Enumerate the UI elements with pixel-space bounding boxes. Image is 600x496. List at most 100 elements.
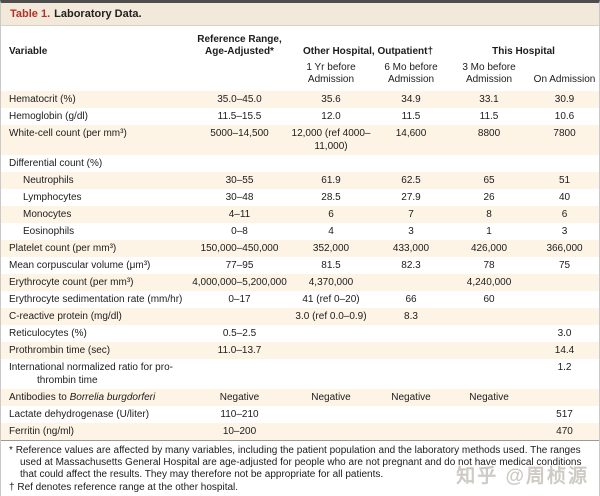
cell-value (374, 155, 448, 172)
cell-value (448, 406, 530, 423)
row-label-cell: Antibodies to Borrelia burgdorferi (1, 389, 191, 406)
cell-value: 3 (408, 226, 414, 237)
row-label-cell: Reticulocytes (%) (1, 325, 191, 342)
cell-value (191, 155, 288, 172)
table-row: C-reactive protein (mg/dl) 3.0 (ref 0.0–0… (1, 308, 599, 325)
cell-value: 77–95 (225, 260, 254, 271)
cell-value: 0–17 (228, 294, 251, 305)
cell-value (288, 406, 374, 423)
row-label-species-italic: Borrelia burgdorferi (69, 392, 156, 403)
row-label-cell: Mean corpuscular volume (μm³) (1, 257, 191, 274)
table-row: Antibodies to Borrelia burgdorferi Negati… (1, 389, 599, 406)
cell-value (191, 308, 288, 325)
cell-value: 3.0 (557, 328, 572, 339)
cell-value (374, 359, 448, 389)
cell-value (530, 155, 599, 172)
cell-value: 8800 (477, 128, 501, 139)
col-group-this-hospital: This Hospital (492, 46, 555, 57)
cell-value: 14.4 (554, 345, 575, 356)
table-row: Erythrocyte count (per mm³) 4,000,000–5,2… (1, 274, 599, 291)
cell-value: 7 (408, 209, 414, 220)
row-label-cell: Lymphocytes (1, 189, 191, 206)
cell-value: 28.5 (321, 192, 341, 203)
cell-value: 3.0 (ref 0.0–0.9) (295, 311, 367, 322)
row-label-cell: Lactate dehydrogenase (U/liter) (1, 406, 191, 423)
col-header-spacer (191, 60, 288, 91)
col-header-spacer (1, 60, 191, 91)
col-header-1yr-before: 1 Yr before Admission (306, 62, 356, 85)
table-row: Lactate dehydrogenase (U/liter) 110–210 51… (1, 406, 599, 423)
cell-value: 11.5 (401, 111, 421, 122)
row-label-cell: White-cell count (per mm³) (1, 125, 191, 155)
row-label: Ferritin (ng/ml) (9, 426, 75, 437)
table-number-label: Table 1. (10, 8, 51, 20)
cell-value: 11.5–15.5 (217, 111, 262, 122)
cell-value: Negative (469, 392, 509, 403)
table-row: Reticulocytes (%) 0.5–2.5 3.0 (1, 325, 599, 342)
col-header-on-admission: On Admission (533, 74, 596, 85)
cell-value: 4,240,000 (466, 277, 512, 288)
col-group-other-hospital: Other Hospital, Outpatient† (303, 46, 434, 57)
row-label: Lymphocytes (23, 192, 82, 203)
cell-value (374, 423, 448, 440)
table-row: Differential count (%) (1, 155, 599, 172)
cell-value: 40 (558, 192, 571, 203)
cell-value: 33.1 (479, 94, 499, 105)
row-label-cell: Platelet count (per mm³) (1, 240, 191, 257)
row-label-cell: Hematocrit (%) (1, 91, 191, 108)
cell-value: 4–11 (228, 209, 251, 220)
row-label: Hematocrit (%) (9, 94, 76, 105)
cell-value: 8 (486, 209, 492, 220)
lab-data-table: Variable Reference Range, Age-Adjusted* … (1, 26, 599, 440)
footnote-text: Reference values are affected by many va… (15, 445, 582, 480)
cell-value: 4,000,000–5,200,000 (192, 277, 287, 288)
cell-value (448, 342, 530, 359)
cell-value (191, 359, 288, 389)
table-body: Hematocrit (%) 35.0–45.0 35.6 34.9 33.1 30.9 H… (1, 91, 599, 440)
cell-value: 8.3 (404, 311, 418, 322)
cell-value (448, 155, 530, 172)
row-label-cell: Neutrophils (1, 172, 191, 189)
cell-value: 7800 (553, 128, 576, 139)
cell-value (448, 308, 530, 325)
cell-value (288, 325, 374, 342)
row-label: Reticulocytes (%) (9, 328, 87, 339)
table-row: Hemoglobin (g/dl) 11.5–15.5 12.0 11.5 11.5 10… (1, 108, 599, 125)
cell-value: 3 (561, 226, 568, 237)
col-header-3mo-before: 3 Mo before Admission (462, 62, 516, 85)
cell-value: 78 (483, 260, 495, 271)
cell-value: 81.5 (321, 260, 341, 271)
cell-value: 30.9 (554, 94, 575, 105)
table-title-text: Laboratory Data. (54, 8, 142, 20)
cell-value: 12.0 (321, 111, 341, 122)
cell-value: 75 (558, 260, 571, 271)
footnote-ref-denotes: † Ref denotes reference range at the oth… (9, 482, 591, 494)
table-row: Eosinophils 0–8 4 3 1 3 (1, 223, 599, 240)
cell-value (374, 325, 448, 342)
row-label-cell: Monocytes (1, 206, 191, 223)
cell-value: 10–200 (222, 426, 257, 437)
cell-value: 6 (328, 209, 334, 220)
cell-value: 366,000 (546, 243, 583, 254)
col-header-variable: Variable (9, 46, 48, 57)
row-label: Platelet count (per mm³) (9, 243, 117, 254)
table-row: Ferritin (ng/ml) 10–200 470 (1, 423, 599, 440)
cell-value: 517 (556, 409, 573, 420)
row-label-cell: Erythrocyte count (per mm³) (1, 274, 191, 291)
cell-value (530, 291, 599, 308)
row-label: Antibodies to Borrelia burgdorferi (9, 391, 189, 404)
cell-value: 26 (483, 192, 495, 203)
row-label-cell: Prothrombin time (sec) (1, 342, 191, 359)
col-header-reference-range: Reference Range, Age-Adjusted* (197, 34, 282, 57)
cell-value: 12,000 (ref 4000– 11,000) (291, 128, 371, 152)
cell-value: 66 (405, 294, 417, 305)
cell-value: 5000–14,500 (210, 128, 269, 139)
table-row: Lymphocytes 30–48 28.5 27.9 26 40 (1, 189, 599, 206)
cell-value: 426,000 (470, 243, 508, 254)
cell-value: 0–8 (231, 226, 248, 237)
cell-value (448, 423, 530, 440)
cell-value: 41 (ref 0–20) (302, 294, 360, 305)
row-label: Hemoglobin (g/dl) (9, 111, 88, 122)
table-row: Platelet count (per mm³) 150,000–450,000 3… (1, 240, 599, 257)
